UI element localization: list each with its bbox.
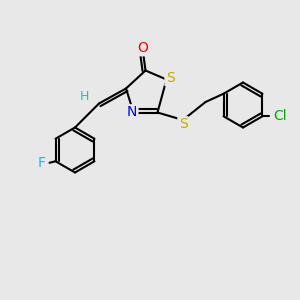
Text: F: F <box>38 156 46 170</box>
Text: O: O <box>137 41 148 55</box>
Text: N: N <box>127 106 137 119</box>
Text: S: S <box>166 71 175 85</box>
Text: H: H <box>79 89 89 103</box>
Text: S: S <box>178 118 188 131</box>
Text: Cl: Cl <box>273 109 287 123</box>
